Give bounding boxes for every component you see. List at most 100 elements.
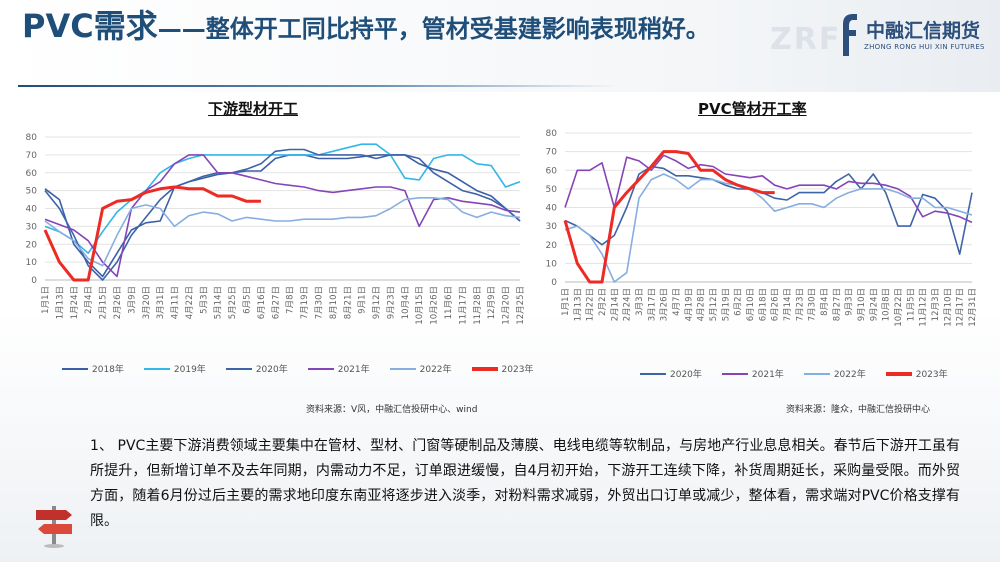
chart1-legend-label: 2023年 <box>501 365 534 375</box>
chart2-xtick-label: 4月28日 <box>697 288 707 321</box>
chart2-xtick-label: 12月31日 <box>968 288 978 327</box>
chart2-xtick-label: 3月26日 <box>660 288 670 321</box>
chart2-xtick-label: 12月17日 <box>956 288 966 327</box>
chart1-xtick-label: 6月27日 <box>271 286 281 319</box>
chart1-ytick-label: 70 <box>26 151 38 161</box>
chart2-xtick-label: 12月10日 <box>943 288 953 327</box>
chart1-legend: 2018年 2019年 2020年 2021年 2022年 2023年 <box>62 362 553 375</box>
chart2-series-2022年 <box>564 173 973 283</box>
chart1-xtick-label: 11月17日 <box>458 286 468 325</box>
chart2-xtick-label: 1月13日 <box>573 288 583 321</box>
chart2-ytick-label: 10 <box>546 259 558 269</box>
chart1-series-2023年 <box>43 185 261 282</box>
chart2-xtick-label: 9月10日 <box>857 288 867 321</box>
chart2-xtick-label: 2月14日 <box>610 288 620 321</box>
chart1-legend-swatch <box>62 367 88 370</box>
company-logo-icon <box>843 14 857 56</box>
chart2-legend-label: 2020年 <box>670 370 702 380</box>
chart2-series-2023年 <box>563 150 775 284</box>
chart1-legend-swatch <box>307 367 334 370</box>
chart2-legend-swatch <box>885 371 912 376</box>
chart1-legend-item: 2019年 <box>143 362 206 375</box>
chart2-xtick-label: 3月17日 <box>647 288 657 321</box>
chart1-xtick-label: 4月22日 <box>185 286 195 319</box>
chart1-xtick-label: 5月25日 <box>228 286 238 319</box>
chart1-xtick-label: 1月24日 <box>70 286 80 319</box>
chart1-xtick-label: 3月31日 <box>156 286 166 319</box>
chart2-xtick-label: 2月2日 <box>598 288 608 316</box>
chart2-legend-item: 2023年 <box>885 367 948 380</box>
chart1-xtick-label: 8月10日 <box>329 286 339 319</box>
chart1-xtick-label: 5月3日 <box>199 286 209 314</box>
chart1-xtick-label: 7月8日 <box>286 286 296 314</box>
chart1-xtick-label: 9月1日 <box>358 286 368 314</box>
chart2-series-2020年 <box>564 165 973 255</box>
chart1-xtick-label: 12月9日 <box>487 286 497 319</box>
chart1-legend-item: 2020年 <box>225 362 288 375</box>
chart1-xtick-label: 2月15日 <box>99 286 109 319</box>
logo-watermark: ZRF <box>770 22 842 57</box>
slide-title-rest: ——整体开工同比持平，管材受基建影响表现稍好。 <box>157 15 710 43</box>
chart2-xtick-label: 8月4日 <box>820 288 830 316</box>
chart2-ytick-label: 0 <box>551 278 557 288</box>
chart2-ytick-label: 40 <box>546 204 558 214</box>
chart2-xtick-label: 3月3日 <box>635 288 645 316</box>
chart2-ytick-label: 30 <box>546 222 558 232</box>
chart2-legend-label: 2022年 <box>833 370 866 380</box>
chart2-xtick-label: 1月22日 <box>586 288 596 321</box>
chart2-xtick-label: 6月18日 <box>758 288 768 321</box>
chart1-legend-swatch <box>389 367 416 370</box>
chart2-source: 资料来源：隆众，中融汇信投研中心 <box>786 405 931 415</box>
chart1-legend-swatch <box>471 366 498 371</box>
signpost-icon <box>36 506 72 548</box>
slide-title-main: PVC需求 <box>22 7 158 45</box>
chart1-xtick-label: 12月20日 <box>502 286 512 325</box>
chart1-xtick-label: 7月19日 <box>300 286 310 319</box>
chart1-legend-item: 2022年 <box>389 362 452 375</box>
chart1-ytick-label: 0 <box>31 276 37 286</box>
chart1-xtick-label: 2月26日 <box>113 286 123 319</box>
chart1-ytick-label: 30 <box>26 222 38 232</box>
chart2-xtick-label: 11月5日 <box>906 288 916 321</box>
chart1-xtick-label: 11月28日 <box>473 286 483 325</box>
chart1-legend-item: 2023年 <box>471 362 534 375</box>
chart2-ytick-label: 50 <box>546 185 558 195</box>
pipe-operating-rate-chart: 0 10 20 30 40 50 60 70 80 1月1日 1月13日 1月22日 2月2日 2月14日… <box>546 129 978 327</box>
chart2-xtick-label: 4月19日 <box>684 288 694 321</box>
chart2-xtick-label: 9月24日 <box>869 288 879 321</box>
company-name-en: ZHONG RONG HUI XIN FUTURES <box>864 43 985 51</box>
chart2-xtick-label: 7月23日 <box>795 288 805 321</box>
title-underline <box>18 85 618 87</box>
chart1-xtick-label: 9月12日 <box>372 286 382 319</box>
chart1-legend-label: 2018年 <box>92 365 124 375</box>
chart2-xtick-label: 9月3日 <box>845 288 855 316</box>
chart2-xtick-label: 7月14日 <box>783 288 793 321</box>
chart1-source: 资料来源：V风，中融汇信投研中心、wind <box>306 405 478 415</box>
chart1-xtick-label: 6月16日 <box>257 286 267 319</box>
chart2-title: PVC管材开工率 <box>698 100 807 118</box>
chart1-xtick-label: 12月25日 <box>516 286 526 325</box>
chart2-xtick-label: 10月22日 <box>894 288 904 327</box>
chart2-xtick-label: 10月8日 <box>882 288 892 321</box>
chart2-legend-swatch <box>640 372 666 375</box>
chart1-ytick-label: 10 <box>26 258 38 268</box>
chart2-xtick-label: 6月26日 <box>771 288 781 321</box>
chart1-legend-item: 2018年 <box>62 362 124 375</box>
chart1-ytick-label: 20 <box>26 240 38 250</box>
chart1-series-2019年 <box>44 143 521 254</box>
chart1-legend-swatch <box>143 367 170 370</box>
chart1-series-2022年 <box>44 197 521 267</box>
chart2-xtick-label: 5月12日 <box>709 288 719 321</box>
title-band <box>0 0 1000 92</box>
chart1-xtick-label: 1月1日 <box>41 286 51 314</box>
chart2-legend-item: 2020年 <box>640 367 702 380</box>
chart1-xtick-label: 3月9日 <box>127 286 137 314</box>
chart1-ytick-label: 80 <box>26 133 38 143</box>
chart2-legend-swatch <box>721 372 748 375</box>
chart1-series-2020年 <box>44 148 521 281</box>
chart1-legend-label: 2020年 <box>255 365 288 375</box>
chart2-xtick-label: 5月19日 <box>721 288 731 321</box>
chart2-xtick-label: 12月3日 <box>931 288 941 321</box>
company-name-cn: 中融汇信期货 <box>866 20 981 42</box>
